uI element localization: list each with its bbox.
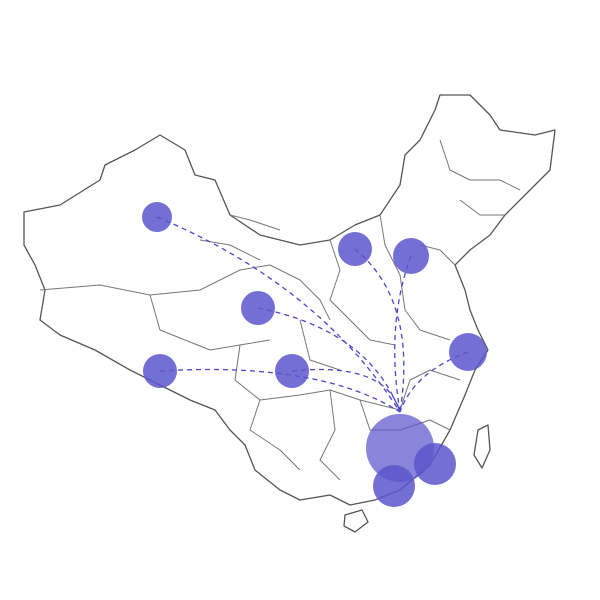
city-bubble[interactable]	[142, 202, 172, 232]
taiwan-island	[473, 424, 491, 469]
flow-line	[257, 307, 401, 413]
flow-line	[156, 216, 401, 413]
city-bubble[interactable]	[338, 232, 372, 266]
city-bubble[interactable]	[414, 443, 456, 485]
city-bubble[interactable]	[275, 354, 309, 388]
flow-line	[159, 368, 401, 413]
map-outline	[23, 94, 556, 533]
flow-line	[354, 248, 405, 413]
country-border	[23, 94, 556, 506]
province-borders	[39, 139, 521, 481]
city-bubble[interactable]	[449, 333, 487, 371]
city-bubble[interactable]	[143, 354, 177, 388]
flow-line	[291, 368, 401, 413]
city-bubble[interactable]	[393, 238, 429, 274]
bubbles	[142, 202, 487, 507]
city-bubble[interactable]	[373, 465, 415, 507]
hainan-island	[343, 509, 369, 533]
city-bubble[interactable]	[241, 291, 275, 325]
flow-line	[394, 255, 412, 413]
